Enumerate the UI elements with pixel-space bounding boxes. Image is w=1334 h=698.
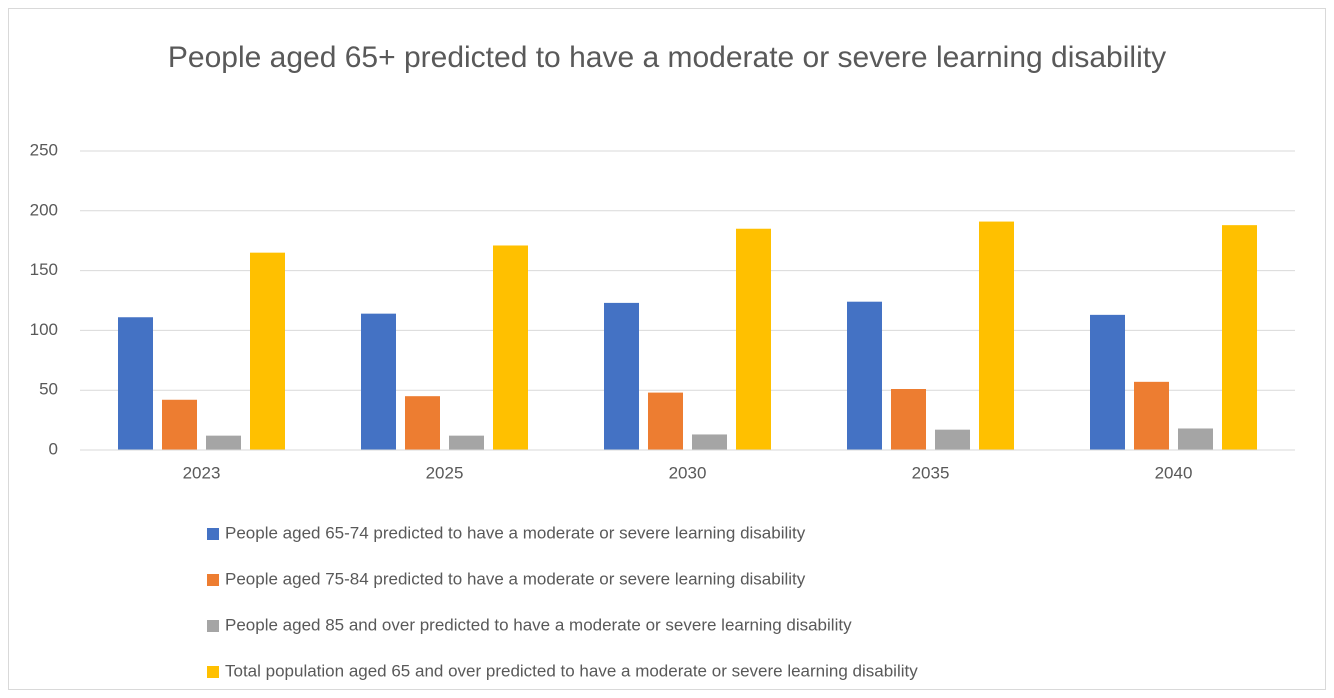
y-tick-label: 200 bbox=[30, 200, 58, 219]
bar bbox=[1090, 314, 1125, 450]
bar bbox=[979, 221, 1014, 450]
legend-swatch bbox=[207, 574, 219, 586]
legend-label: People aged 85 and over predicted to hav… bbox=[225, 615, 852, 634]
bar bbox=[1134, 381, 1169, 450]
legend-label: People aged 75-84 predicted to have a mo… bbox=[225, 569, 806, 588]
bar bbox=[118, 317, 153, 450]
legend-label: Total population aged 65 and over predic… bbox=[225, 661, 918, 680]
bar bbox=[935, 429, 970, 450]
bar bbox=[206, 435, 241, 450]
chart-title: People aged 65+ predicted to have a mode… bbox=[167, 41, 1167, 74]
bar bbox=[891, 389, 926, 450]
x-tick-label: 2040 bbox=[1155, 463, 1193, 482]
bar bbox=[493, 245, 528, 450]
x-tick-label: 2030 bbox=[669, 463, 707, 482]
legend-swatch bbox=[207, 666, 219, 678]
x-tick-label: 2025 bbox=[426, 463, 464, 482]
bar bbox=[1222, 225, 1257, 450]
bar bbox=[692, 434, 727, 450]
bar bbox=[405, 396, 440, 450]
bar bbox=[736, 228, 771, 450]
bar bbox=[250, 252, 285, 450]
x-tick-label: 2023 bbox=[183, 463, 221, 482]
legend-swatch bbox=[207, 620, 219, 632]
legend-swatch bbox=[207, 528, 219, 540]
y-tick-label: 150 bbox=[30, 260, 58, 279]
y-tick-label: 250 bbox=[30, 140, 58, 159]
bar bbox=[361, 313, 396, 450]
bar bbox=[604, 302, 639, 450]
x-tick-label: 2035 bbox=[912, 463, 950, 482]
bar bbox=[162, 399, 197, 450]
bar bbox=[449, 435, 484, 450]
bar bbox=[1178, 428, 1213, 450]
legend-label: People aged 65-74 predicted to have a mo… bbox=[225, 523, 806, 542]
bar bbox=[648, 392, 683, 450]
y-tick-label: 100 bbox=[30, 320, 58, 339]
y-tick-label: 0 bbox=[49, 439, 58, 458]
bar bbox=[847, 301, 882, 450]
y-tick-label: 50 bbox=[39, 380, 58, 399]
